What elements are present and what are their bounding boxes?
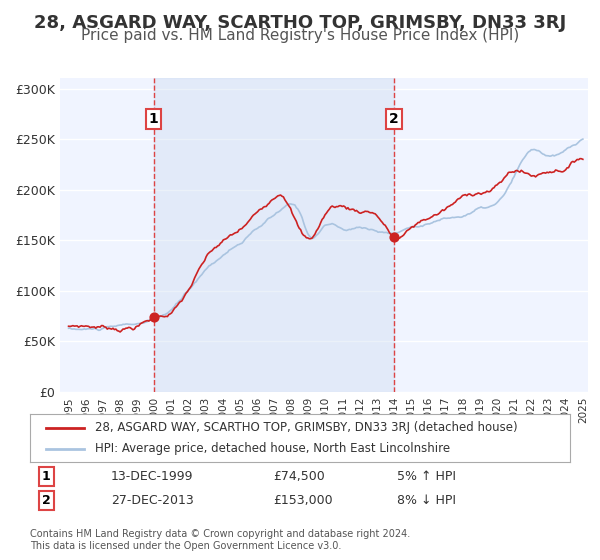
Text: 2: 2 [42, 494, 50, 507]
Text: 27-DEC-2013: 27-DEC-2013 [111, 494, 194, 507]
Text: £74,500: £74,500 [273, 470, 325, 483]
Text: 28, ASGARD WAY, SCARTHO TOP, GRIMSBY, DN33 3RJ: 28, ASGARD WAY, SCARTHO TOP, GRIMSBY, DN… [34, 14, 566, 32]
Text: £153,000: £153,000 [273, 494, 332, 507]
Text: Contains HM Land Registry data © Crown copyright and database right 2024.
This d: Contains HM Land Registry data © Crown c… [30, 529, 410, 551]
Text: 13-DEC-1999: 13-DEC-1999 [111, 470, 193, 483]
Point [149, 312, 158, 321]
Text: 28, ASGARD WAY, SCARTHO TOP, GRIMSBY, DN33 3RJ (detached house): 28, ASGARD WAY, SCARTHO TOP, GRIMSBY, DN… [95, 421, 517, 434]
Text: 8% ↓ HPI: 8% ↓ HPI [397, 494, 456, 507]
Text: 2: 2 [389, 112, 399, 126]
Point [389, 233, 399, 242]
Text: 1: 1 [149, 112, 158, 126]
Bar [154, 78, 394, 392]
Text: Price paid vs. HM Land Registry's House Price Index (HPI): Price paid vs. HM Land Registry's House … [81, 28, 519, 43]
Text: HPI: Average price, detached house, North East Lincolnshire: HPI: Average price, detached house, Nort… [95, 442, 450, 455]
Text: 1: 1 [42, 470, 50, 483]
Text: 5% ↑ HPI: 5% ↑ HPI [397, 470, 456, 483]
